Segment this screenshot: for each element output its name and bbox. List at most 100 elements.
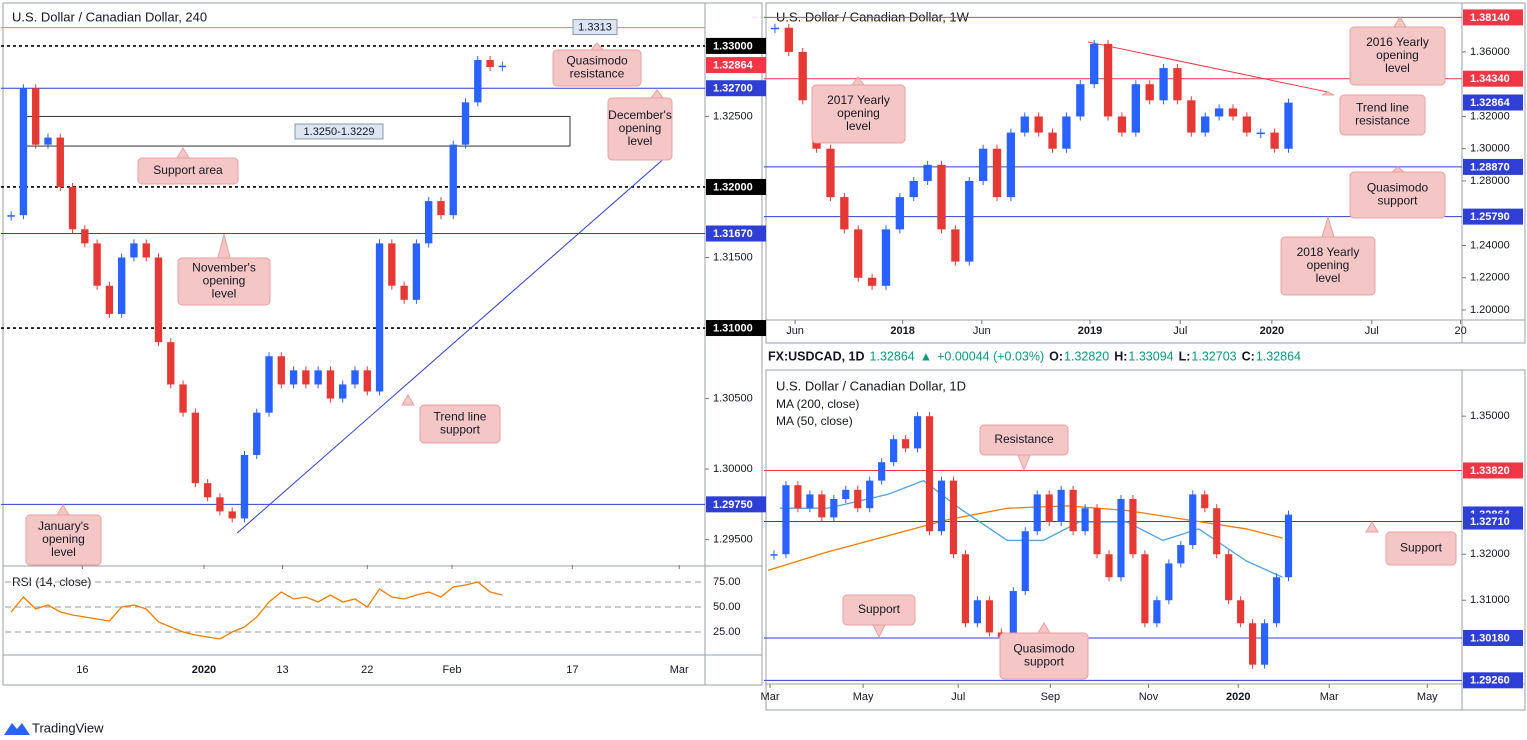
axis-tag <box>1463 629 1523 646</box>
y-tick-label: 1.31000 <box>1470 594 1510 606</box>
callout-pointer <box>1037 622 1051 634</box>
candle <box>840 197 849 230</box>
candle <box>965 180 974 262</box>
callout <box>177 257 271 306</box>
candle <box>1213 508 1221 555</box>
candle <box>191 412 200 484</box>
candle <box>854 489 862 509</box>
callout-text: Support area <box>153 163 223 177</box>
axis-tag-label: 1.32864 <box>1470 97 1511 109</box>
candle <box>1117 499 1125 578</box>
callout-pointer <box>1321 91 1335 96</box>
candle <box>351 370 359 385</box>
candle <box>326 370 335 399</box>
quote-part: 1.33094 <box>1128 349 1173 363</box>
candle <box>770 27 780 30</box>
candle <box>949 480 958 555</box>
x-tick-label: 17 <box>566 664 578 676</box>
candle <box>1214 108 1224 117</box>
candle <box>1249 623 1257 665</box>
callout-pointer <box>1365 521 1379 533</box>
footer: TradingView <box>32 720 104 735</box>
y-tick-label: 1.36000 <box>1470 46 1510 58</box>
candle <box>265 356 273 413</box>
y-tick-label: 1.32500 <box>713 110 753 122</box>
callout-text: Trend line <box>1356 101 1409 115</box>
callout-text: level <box>846 119 871 133</box>
y-tick-label: 1.35000 <box>1470 410 1510 422</box>
axis-tag <box>1463 208 1523 225</box>
x-tick-label: 2020 <box>1226 691 1250 703</box>
logo <box>4 723 30 735</box>
candle <box>1284 102 1293 149</box>
x-tick-label: Mar <box>1320 691 1339 703</box>
y-tick-label: 1.30000 <box>713 463 753 475</box>
panel-border <box>2 2 763 686</box>
zone-tag <box>294 123 384 140</box>
candle <box>1117 116 1127 133</box>
candle <box>461 102 470 145</box>
quote-part: 1.32864 <box>870 349 915 363</box>
callout-text: Trend line <box>434 410 487 424</box>
axis-tag-label: 1.38140 <box>1470 12 1510 24</box>
candle <box>830 499 838 518</box>
candle <box>314 370 322 385</box>
candle <box>1225 554 1233 601</box>
y-tick-label: 50.00 <box>713 601 741 613</box>
panel-border <box>765 2 1526 344</box>
x-tick-label: Jul <box>1365 325 1379 337</box>
candle <box>1187 100 1196 133</box>
candle <box>1260 623 1269 665</box>
callout-text: November's <box>192 261 256 275</box>
candle <box>973 600 981 624</box>
callout-text: Quasimodo <box>1367 181 1429 195</box>
candle <box>1090 43 1099 85</box>
x-tick-label: 2018 <box>890 325 914 337</box>
callout-pointer <box>1390 166 1406 173</box>
candle <box>895 197 905 230</box>
axis-tag-label: 1.32864 <box>713 59 754 71</box>
x-tick-label: 2019 <box>1078 325 1102 337</box>
candle <box>437 201 445 216</box>
callout <box>811 84 906 144</box>
trend-line <box>1087 41 1328 93</box>
y-tick-label: 1.22000 <box>1470 272 1510 284</box>
candle <box>179 384 187 413</box>
candle <box>1189 494 1197 546</box>
panel-border <box>765 369 1526 711</box>
candle <box>68 186 77 230</box>
chart-pane: 1.36000 1.32000 1.30000 1.28000 1.24000 1.220… <box>764 9 1523 337</box>
quote-part: 1.32864 <box>1256 349 1301 363</box>
callout-text: level <box>1316 271 1341 285</box>
callout-text: opening <box>837 106 880 120</box>
callout <box>1339 94 1426 136</box>
callout <box>1280 236 1376 296</box>
candle <box>474 60 482 103</box>
callout <box>842 594 916 626</box>
ma-line <box>779 479 1283 578</box>
candle <box>913 416 922 449</box>
callout-text: 2017 Yearly <box>827 93 890 107</box>
callout <box>979 424 1069 456</box>
candle <box>498 65 507 68</box>
candle <box>1062 116 1071 149</box>
candle <box>1081 508 1089 532</box>
axis-tag <box>1463 9 1523 26</box>
y-tick-label: 1.30500 <box>713 392 753 404</box>
candle <box>867 277 877 286</box>
candle <box>32 88 40 145</box>
candle <box>909 180 918 198</box>
candle <box>1159 68 1168 101</box>
callout <box>25 514 102 566</box>
price-tag-label: 1.3313 <box>578 21 612 33</box>
callout-text: level <box>51 545 76 559</box>
quote-part: 1.32703 <box>1191 349 1236 363</box>
candle <box>890 439 898 463</box>
callout-text: level <box>628 134 653 148</box>
y-tick-label: 1.20000 <box>1470 304 1510 316</box>
candle <box>1242 116 1252 133</box>
callout-pointer <box>872 624 886 639</box>
callout-pointer <box>1321 215 1335 238</box>
chart-title: RSI (14, close) <box>12 575 91 589</box>
candle <box>806 494 814 509</box>
